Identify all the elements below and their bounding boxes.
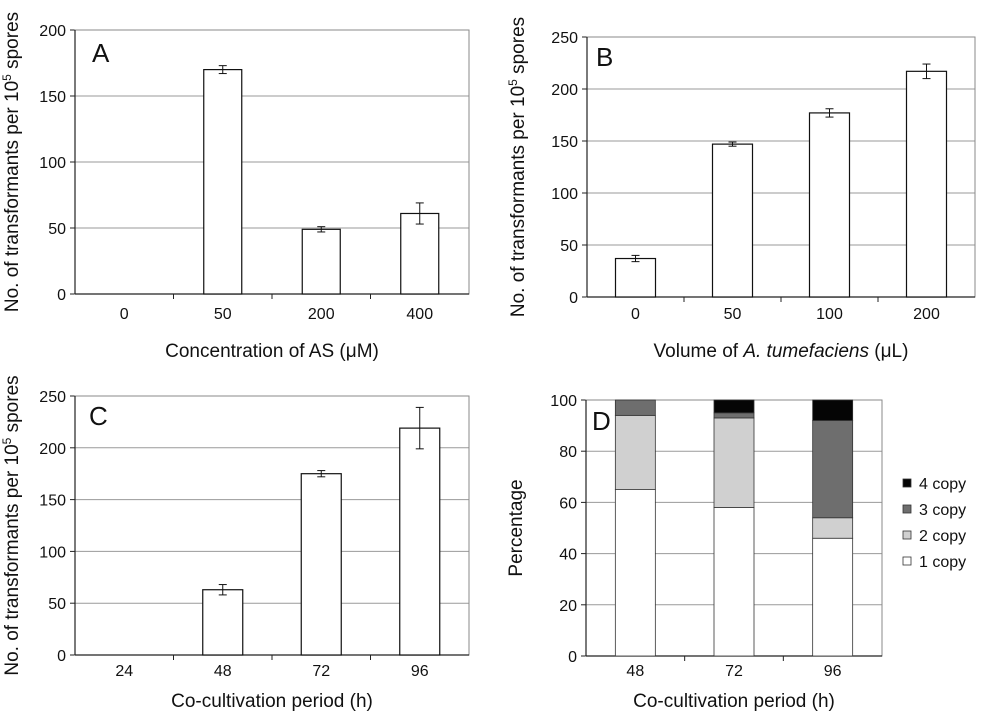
stacked-bar-segment [812,420,854,519]
y-tick-label: 150 [39,493,66,510]
y-axis-title-tail: spores [2,375,23,437]
bar [808,112,851,298]
legend-label: 2 copy [919,528,966,545]
stacked-bar-segment [812,399,854,421]
y-tick-label: 100 [39,155,66,172]
y-tick-label: 100 [39,544,66,561]
x-tick-label: 400 [406,306,433,323]
bar [203,68,243,295]
y-tick-label: 0 [569,290,578,307]
stacked-bar-segment [812,517,854,539]
x-axis-title-italic: A. tumefaciens [742,341,869,362]
y-axis-title-text: No. of transformants per 10 [2,81,23,312]
bar [905,70,948,298]
panel-label: B [596,42,613,72]
panel-b: 0 50 100 150 200 250 0 50 100 200 Volume of A. tum… [506,17,976,362]
y-tick-label: 80 [559,444,577,461]
y-tick-label: 150 [39,89,66,106]
bar [399,427,441,656]
x-tick-label: 50 [214,306,232,323]
x-axis-title: Co-cultivation period (h) [171,691,373,712]
x-tick-label: 100 [816,306,843,323]
x-tick-label: 200 [913,306,940,323]
bar [400,212,440,295]
stacked-bar-segment [614,414,656,490]
y-axis-title-tail: spores [2,12,23,74]
x-axis-title-tail: (μL) [869,341,908,362]
panel-label: C [89,401,108,431]
y-tick-label: 40 [559,547,577,564]
legend-label: 1 copy [919,554,966,571]
y-axis-title-text: No. of transformants per 10 [2,444,23,675]
x-tick-label: 72 [312,663,330,680]
y-tick-label: 0 [57,648,66,665]
legend-swatch [902,504,912,514]
y-tick-label: 50 [560,238,578,255]
x-tick-label: 0 [631,306,640,323]
x-tick-label: 48 [214,663,232,680]
x-tick-label: 48 [626,663,644,680]
panel-a: 0 50 100 150 200 0 50 200 400 Concentration of AS… [0,12,470,362]
y-tick-label: 100 [550,393,577,410]
x-tick-label: 72 [725,663,743,680]
y-axis-title-superscript: 5 [0,437,14,444]
y-axis-title-text: Percentage [506,479,527,576]
bar [711,143,754,298]
bar [614,257,657,298]
stacked-bar-segment [812,537,854,657]
legend-swatch [902,556,912,566]
stacked-bar-segment [713,507,755,657]
x-axis-title: Concentration of AS (μM) [165,341,379,362]
legend-swatch [902,530,912,540]
y-tick-label: 200 [39,441,66,458]
y-axis-title: No. of transformants per 105 spores [506,17,529,317]
panel-label: A [92,38,110,68]
y-tick-label: 60 [559,495,577,512]
bar [202,589,244,656]
x-axis-title: Volume of A. tumefaciens (μL) [654,341,909,362]
panel-c: 0 50 100 150 200 250 24 48 72 96 Co-cultivation pe… [0,375,470,712]
x-tick-label: 200 [308,306,335,323]
y-tick-label: 0 [57,287,66,304]
y-tick-label: 150 [551,134,578,151]
y-axis-title-superscript: 5 [0,74,14,81]
panel-d: 0 20 40 60 80 100 48 72 96 4 copy 3 copy 2 copy 1 co… [506,393,966,712]
legend-swatch [902,478,912,488]
panel-label: D [592,406,611,436]
y-axis-title-tail: spores [508,17,529,79]
y-tick-label: 50 [48,221,66,238]
stacked-bar-segment [614,489,656,657]
x-tick-label: 96 [411,663,429,680]
stacked-bar-segment [713,417,755,508]
y-tick-label: 250 [39,389,66,406]
y-tick-label: 250 [551,30,578,47]
x-tick-label: 0 [120,306,129,323]
y-tick-label: 200 [39,23,66,40]
y-axis-title: Percentage [506,479,527,576]
y-tick-label: 100 [551,186,578,203]
x-tick-label: 24 [115,663,133,680]
y-axis-title: No. of transformants per 105 spores [0,375,23,675]
stacked-bar-segment [713,412,755,419]
stacked-bar-segment [614,399,656,416]
stacked-bar-segment [713,399,755,414]
y-axis-title-superscript: 5 [506,79,520,86]
y-axis-title: No. of transformants per 105 spores [0,12,23,312]
bar [301,228,341,295]
x-axis-title-text: Volume of [654,341,744,362]
y-tick-label: 200 [551,82,578,99]
y-tick-label: 20 [559,598,577,615]
legend-label: 4 copy [919,476,966,493]
y-axis-title-text: No. of transformants per 10 [508,86,529,317]
x-tick-label: 96 [824,663,842,680]
bar [300,473,342,656]
y-tick-label: 50 [48,596,66,613]
x-tick-label: 50 [724,306,742,323]
y-tick-label: 0 [568,649,577,666]
x-axis-title: Co-cultivation period (h) [633,691,835,712]
legend-label: 3 copy [919,502,966,519]
